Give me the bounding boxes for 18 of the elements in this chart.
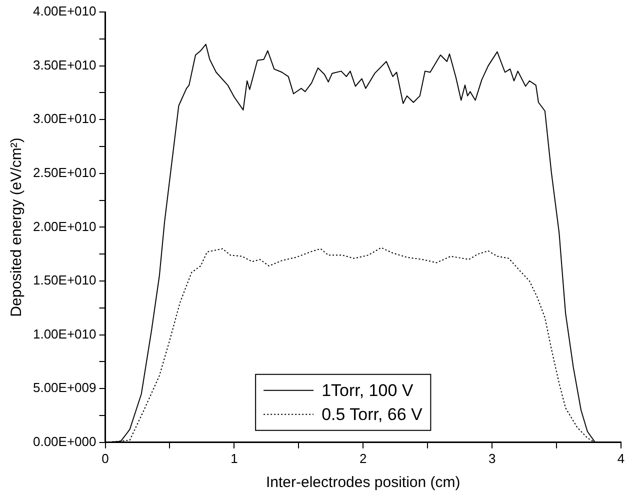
y-tick-label: 1.50E+010 (32, 272, 96, 288)
x-tick-label: 4 (617, 450, 625, 466)
x-tick-label: 0 (102, 450, 109, 466)
y-tick-label: 0.00E+000 (32, 434, 96, 449)
legend-label: 0.5 Torr, 66 V (322, 405, 424, 424)
y-tick-label: 2.00E+010 (32, 218, 96, 234)
y-tick-label: 3.00E+010 (32, 111, 96, 126)
x-tick-label: 1 (230, 450, 238, 466)
legend-label: 1Torr, 100 V (322, 381, 414, 400)
x-tick-label: 2 (360, 450, 367, 466)
y-tick-label: 2.50E+010 (32, 164, 96, 180)
x-axis-title: Inter-electrodes position (cm) (266, 474, 460, 492)
y-tick-label: 5.00E+009 (32, 380, 96, 396)
x-tick-label: 3 (488, 450, 496, 466)
y-tick-label: 4.00E+010 (32, 4, 96, 19)
y-tick-label: 1.00E+010 (32, 326, 96, 342)
y-axis-title: Deposited energy (eV/cm²) (8, 138, 26, 317)
y-tick-label: 3.50E+010 (32, 57, 96, 72)
